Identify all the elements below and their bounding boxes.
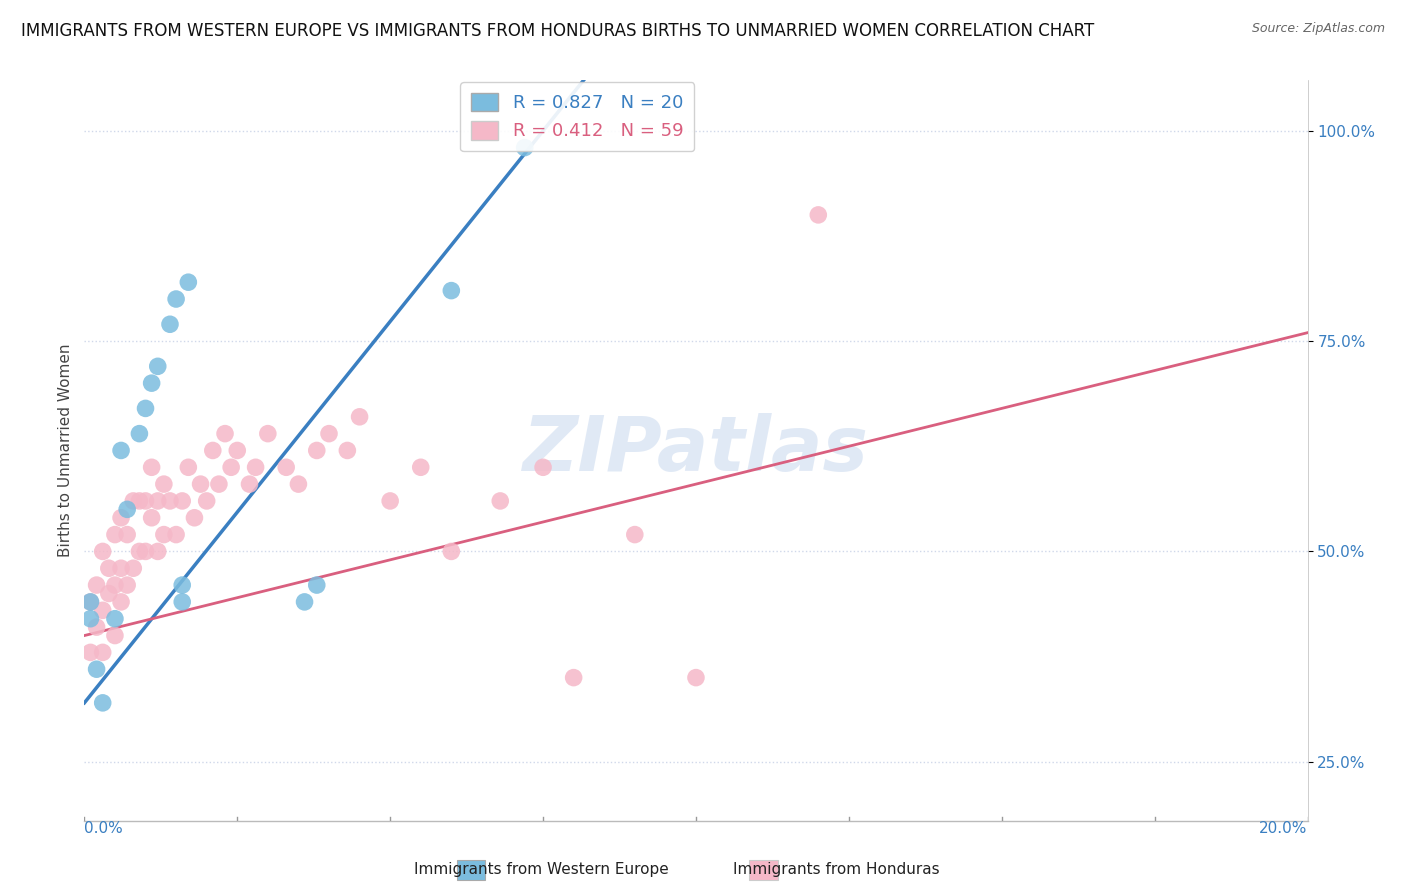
Point: [141, 460, 163, 475]
Point: [245, 460, 267, 475]
Point: [86, 662, 108, 676]
Point: [195, 494, 218, 508]
Point: [807, 208, 830, 222]
Point: [531, 460, 554, 475]
Point: [276, 460, 298, 475]
Point: [86, 620, 108, 634]
Point: [110, 595, 132, 609]
Point: [110, 443, 132, 458]
Point: [91, 544, 114, 558]
Point: [172, 494, 194, 508]
Point: [146, 359, 169, 374]
Point: [141, 510, 163, 524]
Text: ZIPatlas: ZIPatlas: [523, 414, 869, 487]
Point: [122, 494, 145, 508]
Point: [153, 477, 176, 491]
Point: [128, 494, 150, 508]
Point: [318, 426, 340, 441]
Point: [513, 140, 536, 154]
Point: [97, 586, 120, 600]
Point: [91, 645, 114, 659]
Point: [177, 460, 200, 475]
Point: [110, 561, 132, 575]
Point: [336, 443, 359, 458]
Point: [349, 409, 371, 424]
Point: [135, 401, 157, 416]
Point: [172, 595, 194, 609]
Text: Source: ZipAtlas.com: Source: ZipAtlas.com: [1251, 22, 1385, 36]
Y-axis label: Births to Unmarried Women: Births to Unmarried Women: [58, 343, 73, 558]
Point: [79, 645, 101, 659]
Point: [91, 696, 114, 710]
Point: [380, 494, 402, 508]
Point: [172, 578, 194, 592]
Point: [91, 603, 114, 617]
Point: [685, 671, 707, 685]
Point: [489, 494, 512, 508]
Point: [141, 376, 163, 391]
Point: [238, 477, 260, 491]
Point: [305, 443, 328, 458]
Point: [104, 612, 127, 626]
Point: [190, 477, 212, 491]
Point: [86, 578, 108, 592]
Point: [135, 544, 157, 558]
Point: [128, 544, 150, 558]
Point: [159, 318, 181, 332]
Point: [115, 502, 138, 516]
Point: [115, 578, 138, 592]
Point: [159, 494, 181, 508]
Point: [219, 460, 242, 475]
Point: [409, 460, 432, 475]
Point: [104, 578, 127, 592]
Point: [305, 578, 328, 592]
Point: [624, 527, 647, 541]
Text: Immigrants from Western Europe: Immigrants from Western Europe: [413, 863, 669, 877]
Point: [208, 477, 231, 491]
Point: [440, 284, 463, 298]
Point: [135, 494, 157, 508]
Point: [146, 494, 169, 508]
Point: [79, 595, 101, 609]
Point: [257, 426, 280, 441]
Point: [128, 426, 150, 441]
Point: [287, 477, 309, 491]
Text: Immigrants from Honduras: Immigrants from Honduras: [734, 863, 939, 877]
Point: [79, 612, 101, 626]
Text: IMMIGRANTS FROM WESTERN EUROPE VS IMMIGRANTS FROM HONDURAS BIRTHS TO UNMARRIED W: IMMIGRANTS FROM WESTERN EUROPE VS IMMIGR…: [21, 22, 1094, 40]
Point: [440, 544, 463, 558]
Point: [97, 561, 120, 575]
Point: [177, 275, 200, 289]
Point: [110, 510, 132, 524]
Point: [294, 595, 316, 609]
Point: [79, 595, 101, 609]
Point: [104, 527, 127, 541]
Text: 20.0%: 20.0%: [1260, 821, 1308, 836]
Point: [146, 544, 169, 558]
Point: [104, 628, 127, 642]
Point: [183, 510, 205, 524]
Point: [153, 527, 176, 541]
Point: [122, 561, 145, 575]
Point: [115, 527, 138, 541]
Text: 0.0%: 0.0%: [84, 821, 124, 836]
Point: [214, 426, 236, 441]
Point: [201, 443, 224, 458]
Point: [562, 671, 585, 685]
Point: [165, 527, 187, 541]
Legend: R = 0.827   N = 20, R = 0.412   N = 59: R = 0.827 N = 20, R = 0.412 N = 59: [460, 82, 695, 152]
Point: [226, 443, 249, 458]
Point: [165, 292, 187, 306]
